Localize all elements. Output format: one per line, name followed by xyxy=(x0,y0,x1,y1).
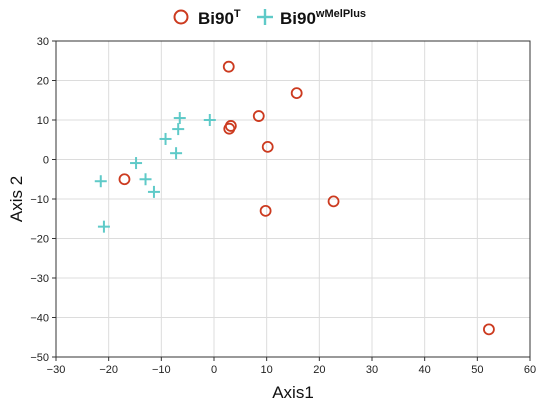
x-tick-label: 60 xyxy=(524,364,536,376)
series-0 xyxy=(118,60,495,336)
y-tick-label: −40 xyxy=(30,313,49,325)
data-point xyxy=(118,173,131,186)
x-tick-label: −10 xyxy=(152,364,171,376)
data-point xyxy=(97,220,110,233)
data-point xyxy=(483,323,495,336)
data-point xyxy=(147,185,160,198)
legend: Bi90T Bi90wMelPlus xyxy=(173,8,366,28)
y-tick-label: −10 xyxy=(30,194,49,206)
x-tick-label: 20 xyxy=(313,364,325,376)
data-points xyxy=(94,60,495,336)
y-tick-label: −20 xyxy=(30,234,49,246)
y-tick-label: 0 xyxy=(43,155,49,167)
y-tick-label: −30 xyxy=(30,273,49,285)
grid xyxy=(56,41,530,357)
data-point xyxy=(130,157,143,170)
legend-label: Bi90wMelPlus xyxy=(280,8,366,28)
data-point xyxy=(159,132,172,145)
x-tick-label: −20 xyxy=(99,364,118,376)
x-axis-title: Axis1 xyxy=(272,383,314,402)
data-point xyxy=(252,110,265,122)
data-point xyxy=(223,122,236,135)
data-point xyxy=(222,60,235,73)
x-tick-label: 10 xyxy=(261,364,273,376)
data-point xyxy=(94,175,107,188)
x-tick-label: 0 xyxy=(211,364,217,376)
legend-marker xyxy=(257,9,273,25)
legend-item-1: Bi90wMelPlus xyxy=(257,8,366,28)
x-tick-label: 50 xyxy=(471,364,483,376)
legend-marker xyxy=(173,9,189,25)
series-1 xyxy=(94,112,216,233)
data-point xyxy=(259,204,272,217)
y-tick-label: −50 xyxy=(30,352,49,364)
data-point xyxy=(290,87,303,100)
data-point xyxy=(170,147,183,160)
data-point xyxy=(203,114,216,126)
x-tick-label: −30 xyxy=(47,364,66,376)
data-point xyxy=(173,112,186,125)
data-point xyxy=(327,195,340,208)
data-point xyxy=(139,173,152,186)
y-axis-ticks: −50 −40 −30 −20 −10 0 10 20 30 xyxy=(30,36,56,364)
y-axis-title: Axis 2 xyxy=(7,176,26,222)
legend-item-0: Bi90T xyxy=(173,8,241,28)
data-point xyxy=(261,140,274,153)
y-tick-label: 30 xyxy=(37,36,49,48)
x-tick-label: 40 xyxy=(419,364,431,376)
y-tick-label: 20 xyxy=(37,76,49,88)
data-point xyxy=(172,123,185,136)
x-tick-label: 30 xyxy=(366,364,378,376)
x-axis-ticks: −30 −20 −10 0 10 20 30 40 50 60 xyxy=(47,357,536,376)
legend-label: Bi90T xyxy=(198,8,241,28)
y-tick-label: 10 xyxy=(37,115,49,127)
